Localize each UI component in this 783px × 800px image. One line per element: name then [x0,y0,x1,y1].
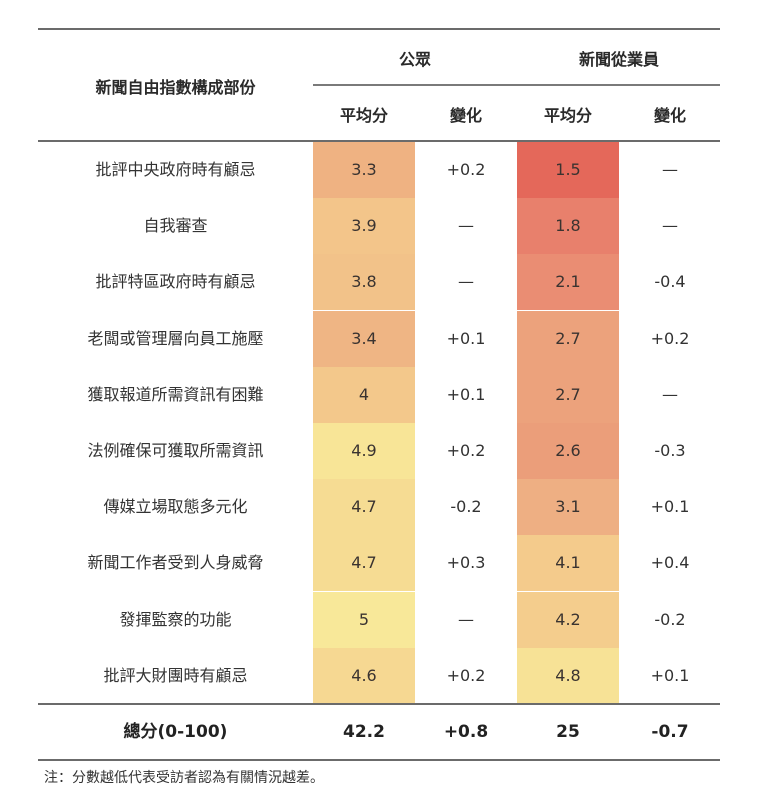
table-row: 新聞工作者受到人身威脅 4.7 +0.3 4.1 +0.4 [38,535,720,592]
pro-avg-cell: 3.1 [517,479,619,536]
public-avg-cell: 4.7 [313,479,415,536]
total-pro-change: -0.7 [651,722,689,742]
public-change-cell: +0.1 [446,328,486,348]
public-avg-cell: 5 [313,591,415,648]
total-public-avg: 42.2 [343,722,385,742]
body-bottom-rule [38,703,720,705]
pro-avg-cell: 2.7 [517,366,619,423]
row-label: 老闆或管理層向員工施壓 [87,328,264,348]
row-label: 批評特區政府時有顧忌 [95,272,256,292]
public-change-cell: +0.2 [446,665,486,685]
public-avg-cell: 3.4 [313,310,415,367]
footnote: 注：分數越低代表受訪者認為有關情況越差。 [44,770,324,786]
total-label: 總分(0-100) [123,722,228,742]
subheader-public-change: 變化 [449,106,482,125]
pro-avg-cell: 4.2 [517,591,619,648]
pro-change-cell: -0.2 [654,609,686,629]
public-change-cell: — [458,272,474,292]
pro-change-cell: -0.3 [654,441,686,460]
public-avg-cell: 4.6 [313,647,415,704]
public-avg-cell: 4.7 [313,535,415,592]
public-change-cell: — [458,609,474,629]
public-avg-cell: 3.8 [313,254,415,311]
public-change-cell: +0.2 [446,160,486,179]
group-header-public: 公眾 [398,50,431,69]
pro-avg-cell: 4.1 [517,535,619,592]
pro-change-cell: — [662,160,678,179]
row-label: 批評中央政府時有顧忌 [95,160,256,179]
pro-change-cell: +0.1 [650,665,690,685]
public-change-cell: +0.3 [446,553,486,573]
public-change-cell: — [458,216,474,236]
table-row: 老闆或管理層向員工施壓 3.4 +0.1 2.7 +0.2 [38,310,720,367]
public-avg-cell: 3.9 [313,198,415,255]
public-change-cell: +0.2 [446,441,486,460]
pro-change-cell: — [662,384,678,404]
public-change-cell: -0.2 [450,497,482,517]
subheader-pro-change: 變化 [653,106,686,125]
table-row: 獲取報道所需資訊有困難 4 +0.1 2.7 — [38,366,720,423]
row-label: 批評大財團時有顧忌 [103,665,248,685]
pro-avg-cell: 2.6 [517,423,619,479]
table-row: 發揮監察的功能 5 — 4.2 -0.2 [38,591,720,648]
table-row: 法例確保可獲取所需資訊 4.9 +0.2 2.6 -0.3 [38,423,720,479]
pro-change-cell: +0.2 [650,328,690,348]
public-change-cell: +0.1 [446,384,486,404]
pro-change-cell: -0.4 [654,272,686,292]
component-header: 新聞自由指數構成部份 [95,78,256,97]
row-label: 傳媒立場取態多元化 [103,497,248,517]
table-row: 傳媒立場取態多元化 4.7 -0.2 3.1 +0.1 [38,479,720,536]
table-row: 自我審查 3.9 — 1.8 — [38,198,720,255]
pro-avg-cell: 4.8 [517,647,619,704]
pro-avg-cell: 2.1 [517,254,619,311]
subheader-pro-avg: 平均分 [543,106,592,125]
subheader-public-avg: 平均分 [339,106,388,125]
pro-change-cell: +0.4 [650,553,690,573]
total-pro-avg: 25 [556,722,580,742]
public-avg-cell: 4 [313,366,415,423]
group-subrule [313,84,720,86]
row-label: 獲取報道所需資訊有困難 [87,384,264,404]
row-label: 發揮監察的功能 [119,609,232,629]
header-bottom-rule [38,140,720,142]
table-row: 批評大財團時有顧忌 4.6 +0.2 4.8 +0.1 [38,647,720,704]
table-row: 批評特區政府時有顧忌 3.8 — 2.1 -0.4 [38,254,720,311]
pro-change-cell: +0.1 [650,497,690,517]
row-label: 新聞工作者受到人身威脅 [87,553,264,573]
row-label: 法例確保可獲取所需資訊 [87,441,264,460]
group-header-practitioners: 新聞從業員 [578,50,659,69]
public-avg-cell: 3.3 [313,142,415,198]
bottom-rule [38,759,720,761]
pro-change-cell: — [662,216,678,236]
public-avg-cell: 4.9 [313,423,415,479]
row-label: 自我審查 [143,216,208,236]
total-row: 總分(0-100) 42.2 +0.8 25 -0.7 [38,704,720,760]
top-rule [38,28,720,30]
pro-avg-cell: 1.5 [517,142,619,198]
total-public-change: +0.8 [443,722,489,742]
pro-avg-cell: 1.8 [517,198,619,255]
pro-avg-cell: 2.7 [517,310,619,367]
table-row: 批評中央政府時有顧忌 3.3 +0.2 1.5 — [38,142,720,198]
